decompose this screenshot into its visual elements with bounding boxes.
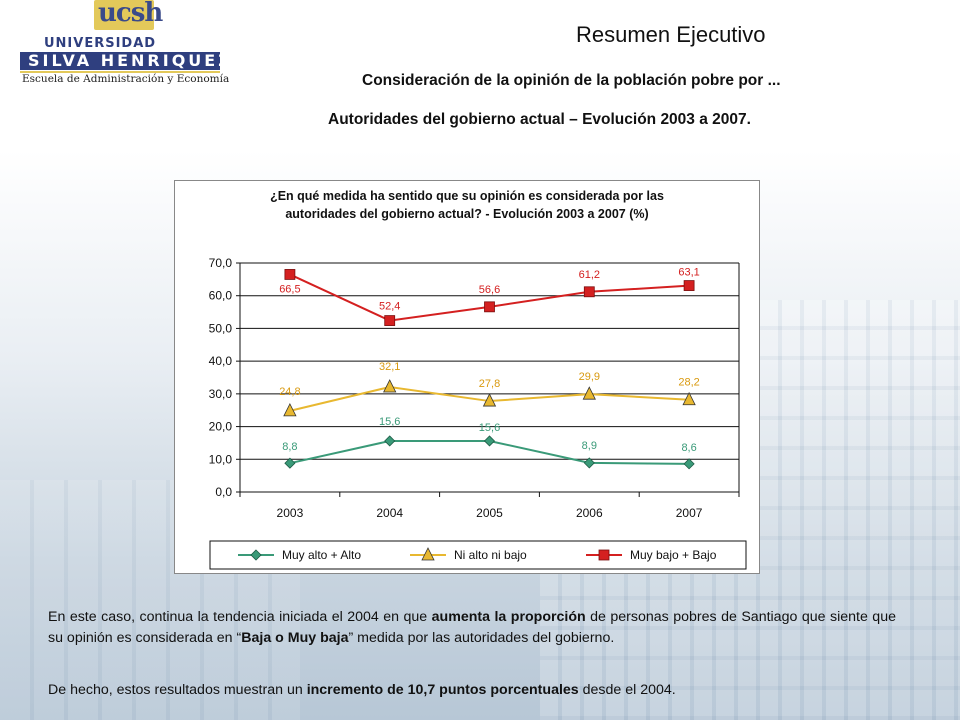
data-point: [484, 301, 495, 313]
line-chart: ¿En qué medida ha sentido que su opinión…: [174, 180, 760, 574]
data-label: 66,5: [279, 283, 300, 295]
data-label: 61,2: [579, 269, 600, 281]
logo-university-name-2: SILVA HENRIQUEZ: [28, 51, 233, 70]
data-label: 52,4: [379, 301, 400, 313]
data-point: [583, 286, 595, 298]
data-label: 8,6: [681, 442, 696, 454]
y-tick-label: 20,0: [209, 420, 233, 434]
p1-text-a: En este caso, continua la tendencia inic…: [48, 609, 432, 625]
data-point: [582, 386, 596, 400]
body-paragraph-2: De hecho, estos resultados muestran un i…: [48, 680, 896, 701]
legend-label: Muy alto + Alto: [282, 548, 361, 562]
y-tick-label: 70,0: [209, 256, 233, 270]
data-point: [583, 457, 595, 469]
p1-text-e: ” medida por las autoridades del gobiern…: [348, 630, 615, 646]
body-paragraph-1: En este caso, continua la tendencia inic…: [48, 607, 896, 649]
chart-title-line-2: autoridades del gobierno actual? - Evolu…: [285, 207, 648, 221]
data-label: 28,2: [678, 377, 699, 389]
data-label: 15,6: [479, 422, 500, 434]
data-label: 29,9: [579, 371, 600, 383]
data-label: 24,8: [279, 386, 300, 398]
logo-band: [20, 52, 220, 70]
series-line: [289, 273, 690, 322]
y-tick-label: 50,0: [209, 321, 233, 335]
legend-marker: [598, 549, 610, 561]
x-tick-label: 2006: [576, 506, 603, 520]
logo-mark-text: ucsh: [98, 0, 163, 28]
university-logo: ucsh UNIVERSIDAD CATOLICA SILVA HENRIQUE…: [10, 0, 240, 90]
legend-label: Muy bajo + Bajo: [630, 548, 717, 562]
data-label: 15,6: [379, 416, 400, 428]
data-label: 8,9: [582, 440, 597, 452]
data-point: [482, 393, 497, 407]
data-point: [683, 458, 695, 470]
p1-emphasis-2: Baja o Muy baja: [241, 630, 349, 646]
y-tick-label: 0,0: [215, 485, 232, 499]
legend-marker: [421, 547, 435, 561]
legend-marker: [250, 549, 262, 561]
slide-subtitle: Consideración de la opinión de la poblac…: [362, 72, 781, 89]
x-tick-label: 2007: [676, 506, 703, 520]
data-point: [283, 402, 297, 417]
data-point: [384, 315, 396, 326]
y-tick-label: 60,0: [209, 289, 233, 303]
p2-text-a: De hecho, estos resultados muestran un: [48, 682, 307, 698]
chart-svg: ¿En qué medida ha sentido que su opinión…: [209, 189, 747, 570]
data-label: 32,1: [379, 361, 400, 373]
data-point: [284, 457, 296, 469]
data-label: 8,8: [282, 441, 297, 453]
data-point: [682, 391, 696, 406]
y-tick-label: 30,0: [209, 387, 233, 401]
logo-school-name: Escuela de Administración y Economía: [22, 73, 230, 85]
data-point: [383, 379, 397, 393]
p2-emphasis: incremento de 10,7 puntos porcentuales: [306, 682, 579, 698]
y-tick-label: 10,0: [209, 452, 233, 466]
x-tick-label: 2003: [277, 506, 304, 520]
y-tick-label: 40,0: [209, 354, 233, 368]
legend-box: [209, 540, 747, 570]
data-label: 56,6: [479, 284, 500, 296]
data-point: [384, 435, 396, 447]
logo-mark-box: [94, 0, 154, 30]
data-label: 63,1: [678, 267, 699, 279]
data-point: [683, 280, 695, 291]
slide-subtitle-2: Autoridades del gobierno actual – Evoluc…: [328, 111, 751, 128]
data-point: [284, 269, 296, 280]
data-point: [483, 435, 496, 447]
logo-underline: [20, 71, 220, 73]
p1-emphasis-1: aumenta la proporción: [431, 609, 586, 625]
chart-title-line-1: ¿En qué medida ha sentido que su opinión…: [270, 189, 664, 203]
data-label: 27,8: [479, 378, 500, 390]
legend-label: Ni alto ni bajo: [454, 548, 527, 562]
slide-title: Resumen Ejecutivo: [576, 22, 766, 47]
p2-text-c: desde el 2004.: [578, 682, 676, 698]
x-tick-label: 2005: [476, 506, 503, 520]
x-tick-label: 2004: [376, 506, 403, 520]
p1-text-c: de personas pobres de Santiago que sient…: [48, 609, 896, 646]
